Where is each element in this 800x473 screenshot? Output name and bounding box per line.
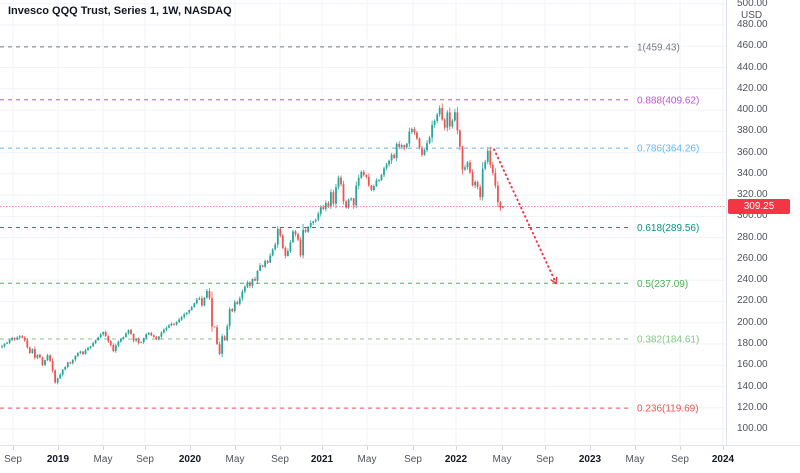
price-tick-label: 280.00 (737, 231, 768, 243)
time-tick-mark (502, 446, 503, 450)
price-tick-label: 420.00 (737, 82, 768, 94)
price-tick-label: 360.00 (737, 146, 768, 158)
price-tick-label: 500.00 (737, 0, 768, 9)
price-tick-label: 460.00 (737, 40, 768, 52)
time-tick-label: Sep (4, 454, 22, 465)
price-tick-label: 200.00 (737, 316, 768, 328)
time-tick-mark (235, 446, 236, 450)
price-axis[interactable]: USD 309.25 500.00 480.00 460.00 440.00 420.0… (726, 0, 800, 445)
time-tick-mark (58, 446, 59, 450)
time-tick-mark (322, 446, 323, 450)
price-tick-label: 480.00 (737, 19, 768, 30)
time-tick-mark (456, 446, 457, 450)
time-tick-label: May (225, 454, 245, 465)
last-price-badge: 309.25 (728, 199, 790, 214)
time-tick-mark (545, 446, 546, 450)
price-tick-label: 180.00 (737, 337, 768, 349)
fib-label-0.5: 0.5(237.09) (637, 279, 688, 290)
time-tick-mark (635, 446, 636, 450)
time-tick-mark (367, 446, 368, 450)
time-tick-label: 2021 (310, 454, 334, 465)
price-tick-label: 240.00 (737, 274, 768, 286)
price-tick-label: 380.00 (737, 125, 768, 137)
time-tick-label: May (93, 454, 113, 465)
time-tick-label: Sep (536, 454, 554, 465)
projection-trend-arrow[interactable] (493, 148, 558, 285)
currency-label: USD (741, 9, 763, 21)
time-tick-label: 2024 (711, 454, 735, 465)
time-tick-mark (723, 446, 724, 450)
price-tick-label: 140.00 (737, 380, 768, 392)
time-tick-label: Sep (136, 454, 154, 465)
time-tick-label: 2023 (578, 454, 602, 465)
fib-label-0.618: 0.618(289.56) (637, 223, 699, 234)
time-tick-label: May (492, 454, 512, 465)
price-tick-label: 160.00 (737, 359, 768, 371)
fib-label-0.888: 0.888(409.62) (637, 95, 699, 106)
time-tick-label: May (357, 454, 377, 465)
price-tick-label: 260.00 (737, 252, 768, 264)
time-tick-mark (190, 446, 191, 450)
time-tick-mark (280, 446, 281, 450)
fib-label-0.786: 0.786(364.26) (637, 144, 699, 155)
price-tick-label: 120.00 (737, 401, 768, 413)
fib-label-0.236: 0.236(119.69) (637, 404, 699, 415)
candlestick-series (1, 103, 504, 385)
fib-retracement[interactable]: 1(459.43) 0.888(409.62) 0.786(364.26) 0.618… (0, 42, 699, 415)
price-tick-label: 320.00 (737, 189, 768, 201)
price-tick-label: 340.00 (737, 167, 768, 179)
time-tick-label: May (625, 454, 645, 465)
time-tick-mark (680, 446, 681, 450)
price-tick-label: 400.00 (737, 104, 768, 116)
grid-lines (0, 0, 726, 445)
time-tick-label: 2020 (178, 454, 202, 465)
time-tick-label: Sep (404, 454, 422, 465)
time-tick-label: Sep (271, 454, 289, 465)
candlestick-plot: 1(459.43) 0.888(409.62) 0.786(364.26) 0.618… (0, 0, 726, 445)
time-tick-mark (413, 446, 414, 450)
time-tick-mark (145, 446, 146, 450)
time-axis[interactable]: Sep 2019 May Sep 2020 May Sep 2021 May Sep 2022 May… (0, 445, 800, 473)
price-tick-label: 220.00 (737, 295, 768, 307)
fib-label-0.382: 0.382(184.61) (637, 335, 699, 346)
price-tick-label: 300.00 (737, 210, 768, 222)
time-tick-label: Sep (671, 454, 689, 465)
time-tick-label: 2019 (46, 454, 70, 465)
time-tick-mark (103, 446, 104, 450)
price-tick-label: 100.00 (737, 423, 768, 434)
chart-canvas[interactable]: 1(459.43) 0.888(409.62) 0.786(364.26) 0.618… (0, 0, 726, 445)
time-tick-mark (590, 446, 591, 450)
time-tick-label: 2022 (444, 454, 468, 465)
time-tick-mark (13, 446, 14, 450)
symbol-title[interactable]: Invesco QQQ Trust, Series 1, 1W, NASDAQ (8, 5, 232, 17)
price-tick-label: 440.00 (737, 61, 768, 73)
fib-label-1: 1(459.43) (637, 42, 680, 53)
